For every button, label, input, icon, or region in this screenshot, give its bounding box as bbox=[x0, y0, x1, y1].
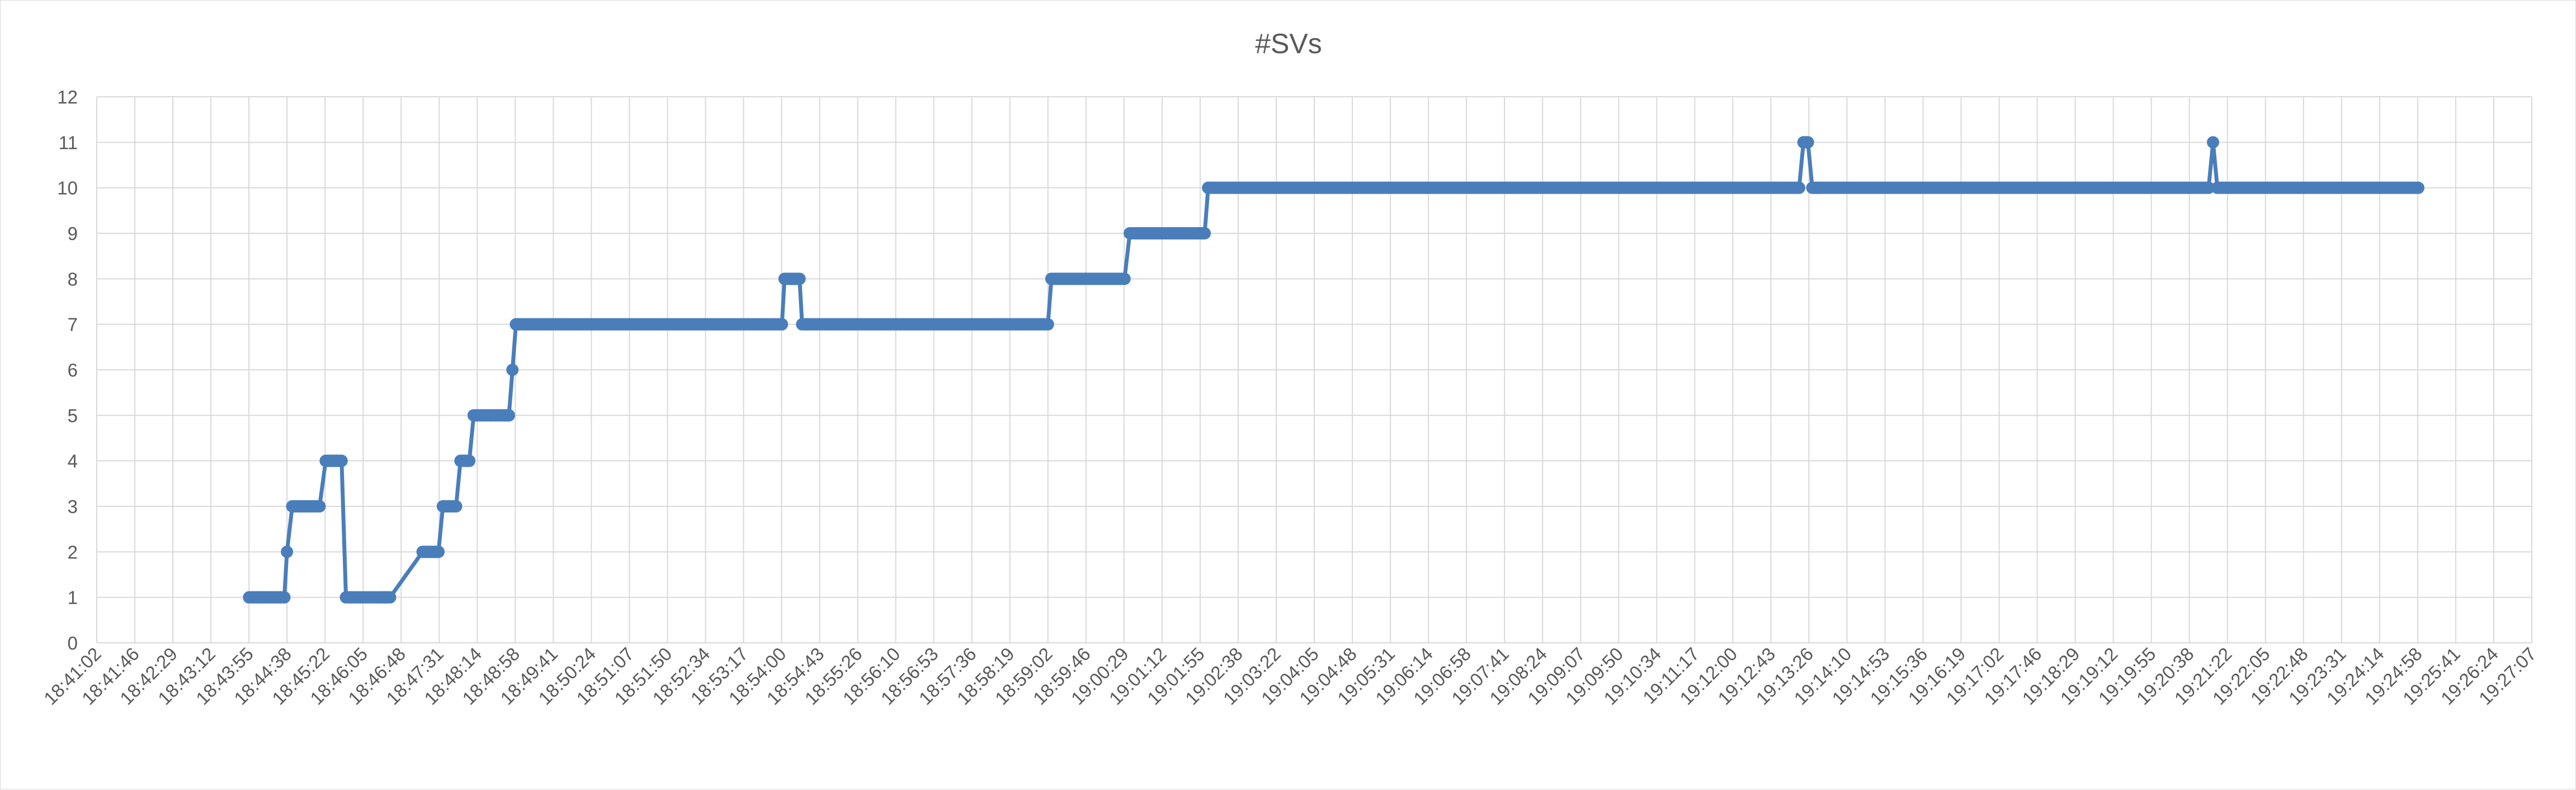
y-tick-label: 0 bbox=[68, 633, 78, 653]
gridlines bbox=[96, 96, 2532, 643]
data-point bbox=[2211, 181, 2224, 194]
data-point bbox=[1810, 181, 1823, 194]
y-tick-label: 4 bbox=[68, 451, 78, 472]
y-tick-label: 2 bbox=[68, 542, 78, 562]
data-point bbox=[2206, 136, 2219, 149]
y-tick-label: 1 bbox=[68, 587, 78, 608]
chart-title: #SVs bbox=[1255, 28, 1322, 59]
data-point bbox=[2202, 181, 2215, 194]
data-point bbox=[281, 546, 294, 558]
data-point bbox=[1202, 181, 1215, 194]
data-point bbox=[1118, 272, 1131, 285]
data-point bbox=[432, 546, 445, 558]
data-point bbox=[800, 318, 813, 331]
y-tick-label: 8 bbox=[68, 269, 78, 289]
y-tick-label: 11 bbox=[59, 132, 78, 153]
data-point bbox=[506, 364, 519, 376]
y-tick-label: 3 bbox=[68, 496, 78, 517]
data-point bbox=[1792, 181, 1805, 194]
data-point bbox=[1045, 272, 1058, 285]
data-point bbox=[335, 454, 348, 467]
data-point bbox=[2412, 181, 2424, 194]
data-point bbox=[344, 591, 357, 604]
data-point bbox=[1801, 136, 1814, 149]
data-point bbox=[463, 454, 476, 467]
data-point bbox=[278, 591, 291, 604]
data-point bbox=[513, 318, 526, 331]
series-line bbox=[243, 136, 2424, 604]
y-tick-label: 5 bbox=[68, 405, 78, 426]
data-point bbox=[793, 272, 806, 285]
data-point bbox=[313, 500, 326, 512]
data-point bbox=[1127, 227, 1140, 239]
data-point bbox=[502, 409, 515, 422]
data-point bbox=[1198, 227, 1211, 239]
data-point bbox=[1041, 318, 1054, 331]
data-point bbox=[384, 591, 397, 604]
y-tick-label: 7 bbox=[68, 314, 78, 335]
data-point bbox=[450, 500, 463, 512]
y-tick-label: 6 bbox=[68, 360, 78, 380]
y-tick-label: 10 bbox=[57, 178, 78, 199]
data-point bbox=[776, 318, 789, 331]
y-tick-label: 9 bbox=[68, 223, 78, 244]
y-tick-label: 12 bbox=[57, 87, 78, 107]
x-axis-labels: 18:41:0218:41:4618:42:2918:43:1218:43:55… bbox=[40, 643, 2540, 709]
